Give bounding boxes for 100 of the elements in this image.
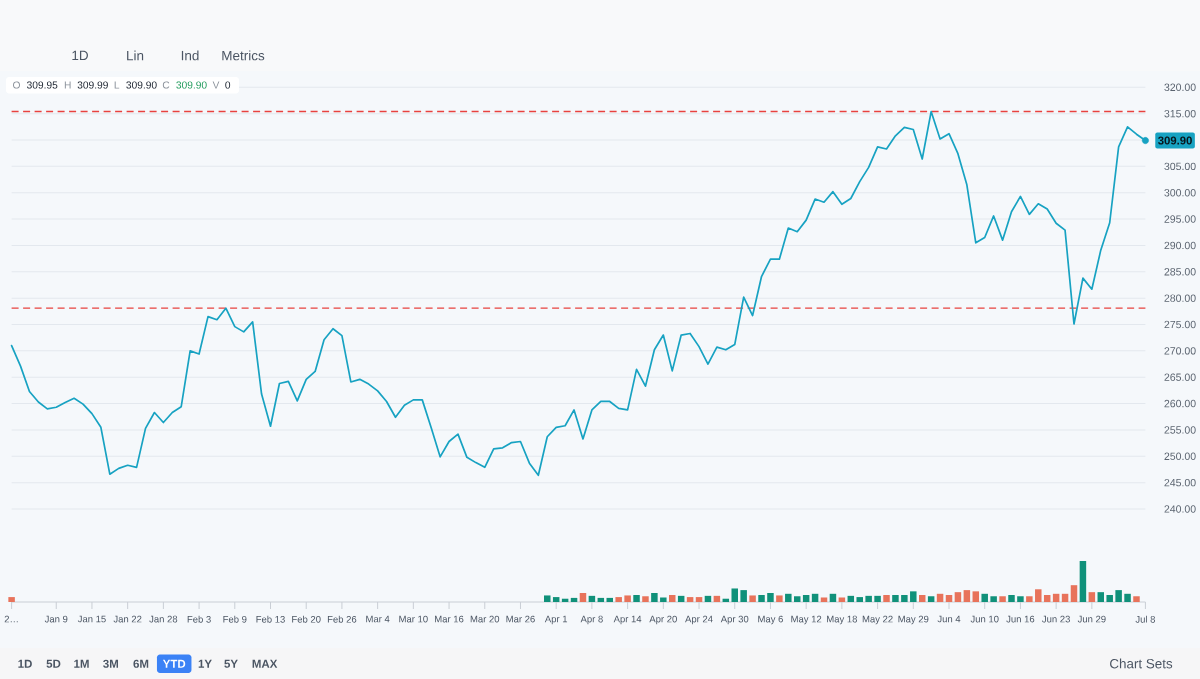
text: Lin (127, 50, 144, 61)
bar (901, 595, 908, 602)
annotation: V (212, 81, 220, 89)
bar (963, 590, 971, 602)
x-tick-label: Apr 20 (649, 615, 677, 625)
x-tick-label: Feb 3 (187, 615, 211, 623)
y-tick-label: 315.00 (1164, 109, 1196, 118)
bar (972, 591, 980, 602)
bar (820, 597, 828, 602)
text: 5Y (224, 659, 238, 668)
bar (1124, 593, 1131, 602)
y-tick-label: 320.00 (1164, 83, 1196, 92)
y-tick-label: 240.00 (1164, 505, 1196, 513)
bar (8, 597, 15, 602)
annotation: L (114, 81, 120, 89)
bar (642, 596, 649, 602)
bar (624, 595, 631, 602)
y-tick-label: 305.00 (1164, 162, 1196, 171)
bar (927, 596, 935, 602)
text: Ind (181, 50, 199, 61)
bar (910, 591, 917, 602)
y-tick-label: 280.00 (1164, 294, 1196, 302)
bar (758, 595, 765, 602)
x-tick-label: Feb 20 (292, 615, 321, 623)
bar (999, 596, 1006, 602)
annotation: H (64, 81, 71, 89)
bar (990, 596, 997, 602)
text: 6M (133, 659, 149, 668)
annotation: 309.99 (77, 81, 108, 89)
y-tick-label: 245.00 (1164, 478, 1196, 487)
text: 1Y (198, 659, 212, 668)
y-tick-label: 250.00 (1164, 452, 1196, 461)
x-tick-label: Mar 10 (399, 615, 428, 623)
x-tick-label: May 22 (862, 615, 893, 625)
bar (865, 595, 872, 602)
bar (1133, 596, 1140, 602)
text: MAX (252, 659, 278, 668)
x-tick-label: Apr 1 (544, 615, 568, 625)
bar (740, 590, 747, 602)
x-tick-label: Jun 23 (1042, 615, 1070, 623)
text: 1M (74, 659, 89, 668)
bar (749, 595, 756, 602)
x-tick-label: Apr 30 (720, 615, 749, 625)
bar (1079, 561, 1087, 602)
x-tick-label: Feb 26 (327, 615, 357, 623)
annotation: 0 (225, 81, 231, 89)
x-tick-label: Jan 15 (77, 615, 106, 623)
text: Chart Sets (1110, 658, 1173, 669)
x-tick-label: Apr 14 (613, 615, 642, 625)
bar (945, 595, 953, 602)
x-tick-label: May 29 (898, 615, 929, 625)
x-tick-label: Jun 16 (1006, 615, 1035, 623)
bar (544, 595, 551, 602)
bar (793, 596, 801, 602)
x-tick-label: May 12 (791, 615, 822, 625)
x-tick-label: Feb 13 (256, 615, 285, 623)
x-tick-label: Jun 29 (1077, 615, 1106, 623)
x-tick-label: Mar 4 (366, 615, 390, 623)
bar (954, 592, 962, 602)
bar (669, 595, 676, 602)
y-tick-label: 255.00 (1164, 426, 1196, 434)
bar (731, 588, 738, 602)
bar (856, 597, 863, 602)
bar (1106, 595, 1113, 602)
x-tick-label: 2… (4, 615, 18, 623)
bar (776, 595, 783, 602)
bar (1061, 593, 1069, 602)
bar (660, 597, 667, 602)
bar (1115, 590, 1122, 602)
x-tick-label: Jan 22 (113, 615, 142, 623)
bar (838, 597, 846, 602)
x-tick-label: Jun 10 (970, 615, 999, 623)
bar (936, 593, 944, 602)
x-tick-label: Mar 20 (470, 615, 500, 623)
text: Metrics (222, 50, 265, 61)
bar (1008, 595, 1015, 602)
text: 309.90 (1158, 136, 1192, 145)
x-tick-label: Mar 26 (506, 615, 535, 623)
bar (704, 595, 712, 602)
y-tick-label: 265.00 (1164, 373, 1196, 381)
bar (802, 595, 810, 602)
bar (588, 595, 596, 602)
bar (1043, 595, 1051, 602)
bar (829, 593, 837, 602)
text: 5D (46, 659, 61, 668)
annotation: 309.90 (126, 81, 157, 89)
bar (695, 597, 703, 602)
bar (785, 593, 792, 602)
annotation: O (13, 81, 20, 89)
x-tick-label: Apr 8 (580, 615, 603, 625)
bar (1052, 593, 1060, 602)
bar (1088, 592, 1096, 602)
x-tick-label: Jul 8 (1135, 615, 1156, 623)
bar (615, 597, 622, 602)
bar (677, 595, 685, 602)
bar (918, 595, 926, 602)
y-tick-label: 290.00 (1164, 241, 1196, 250)
x-tick-label: Jan 28 (149, 615, 178, 623)
bar (847, 595, 855, 602)
bar (1097, 592, 1105, 602)
